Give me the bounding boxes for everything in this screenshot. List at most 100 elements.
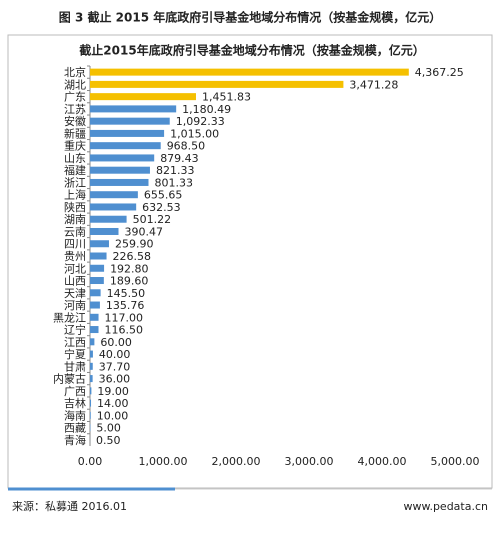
y-tick-label: 宁夏 (64, 347, 86, 361)
y-tick-label: 内蒙古 (53, 372, 86, 386)
y-tick-label: 陕西 (64, 200, 86, 214)
y-tick-label: 青海 (64, 433, 86, 447)
y-tick-label: 北京 (64, 65, 86, 79)
bar (90, 142, 161, 150)
chart-frame (7, 34, 493, 489)
bar (90, 277, 104, 285)
value-label: 1,092.33 (176, 115, 225, 128)
x-tick-label: 5,000.00 (431, 455, 480, 468)
bar (90, 411, 91, 419)
value-label: 5.00 (96, 422, 121, 435)
value-label: 821.33 (156, 164, 195, 177)
y-tick-label: 新疆 (64, 126, 86, 140)
bar (90, 178, 149, 186)
value-label: 259.90 (115, 238, 154, 251)
value-label: 655.65 (144, 189, 183, 202)
value-label: 14.00 (97, 397, 129, 410)
value-label: 135.76 (106, 299, 145, 312)
y-tick-label: 湖南 (64, 213, 86, 226)
bar (90, 313, 99, 321)
x-tick-label: 2,000.00 (212, 455, 261, 468)
value-label: 968.50 (167, 140, 206, 153)
value-label: 226.58 (113, 250, 152, 263)
y-tick-label: 河北 (64, 262, 86, 275)
chart-title: 截止2015年底政府引导基金地域分布情况（按基金规模，亿元） (79, 43, 424, 58)
y-tick-label: 海南 (64, 408, 86, 422)
bar (90, 191, 138, 199)
value-label: 189.60 (110, 275, 148, 288)
y-tick-label: 贵州 (64, 250, 86, 263)
y-tick-label: 湖北 (64, 78, 86, 91)
value-label: 145.50 (107, 287, 145, 300)
bar (90, 301, 100, 309)
bar (90, 326, 99, 334)
value-label: 632.53 (142, 201, 181, 214)
y-tick-label: 山西 (64, 275, 86, 288)
y-tick-label: 辽宁 (64, 323, 86, 337)
value-label: 501.22 (133, 213, 172, 226)
y-tick-label: 黑龙江 (53, 311, 86, 324)
value-label: 19.00 (97, 385, 128, 398)
y-tick-label: 山东 (64, 152, 86, 165)
value-label: 60.00 (100, 336, 132, 349)
y-tick-label: 广东 (64, 91, 86, 104)
value-label: 192.80 (110, 262, 149, 275)
value-label: 390.47 (125, 225, 163, 238)
bar (90, 375, 93, 383)
value-label: 801.33 (154, 176, 193, 189)
bar (90, 387, 92, 395)
y-tick-label: 云南 (64, 225, 86, 238)
bar (90, 264, 105, 272)
figure-title: 图 3 截止 2015 年底政府引导基金地域分布情况（按基金规模，亿元） (59, 10, 441, 25)
value-label: 3,471.28 (349, 78, 398, 91)
value-label: 4,367.25 (415, 66, 464, 79)
y-tick-label: 吉林 (64, 396, 86, 410)
value-label: 1,015.00 (170, 127, 219, 140)
bar (90, 93, 196, 101)
bar (90, 350, 93, 358)
bar (90, 252, 107, 260)
bar (90, 68, 409, 76)
y-tick-label: 四川 (64, 238, 86, 251)
value-label: 879.43 (160, 152, 199, 165)
bar (90, 240, 109, 248)
value-label: 1,180.49 (182, 103, 231, 116)
bar (90, 227, 119, 235)
y-tick-label: 天津 (64, 287, 86, 300)
y-tick-label: 广西 (64, 385, 86, 398)
bar (90, 215, 127, 223)
y-tick-label: 上海 (64, 188, 86, 202)
bar (90, 80, 344, 88)
bar (90, 362, 93, 370)
y-tick-label: 福建 (64, 163, 86, 177)
value-label: 10.00 (97, 409, 129, 422)
bar (90, 289, 101, 297)
bar (90, 129, 165, 137)
bar (90, 338, 95, 346)
y-tick-label: 浙江 (64, 176, 86, 189)
website: www.pedata.cn (403, 500, 488, 513)
value-label: 40.00 (99, 348, 131, 361)
bar (90, 105, 177, 113)
bar (90, 203, 137, 211)
y-tick-label: 甘肃 (64, 360, 86, 373)
bar (90, 154, 155, 162)
y-tick-label: 西藏 (64, 422, 86, 435)
value-label: 1,451.83 (202, 91, 251, 104)
value-label: 117.00 (105, 311, 144, 324)
x-tick-label: 4,000.00 (358, 455, 407, 468)
value-label: 37.70 (99, 360, 131, 373)
y-tick-label: 江苏 (64, 103, 86, 116)
y-tick-label: 江西 (64, 336, 86, 349)
bar (90, 166, 150, 174)
x-tick-label: 1,000.00 (139, 455, 188, 468)
bar (90, 399, 92, 407)
y-tick-label: 安徽 (64, 114, 86, 128)
x-tick-label: 0.00 (78, 455, 103, 468)
bar (90, 117, 170, 125)
value-label: 36.00 (99, 373, 130, 386)
x-tick-label: 3,000.00 (285, 455, 334, 468)
value-label: 116.50 (105, 324, 144, 337)
